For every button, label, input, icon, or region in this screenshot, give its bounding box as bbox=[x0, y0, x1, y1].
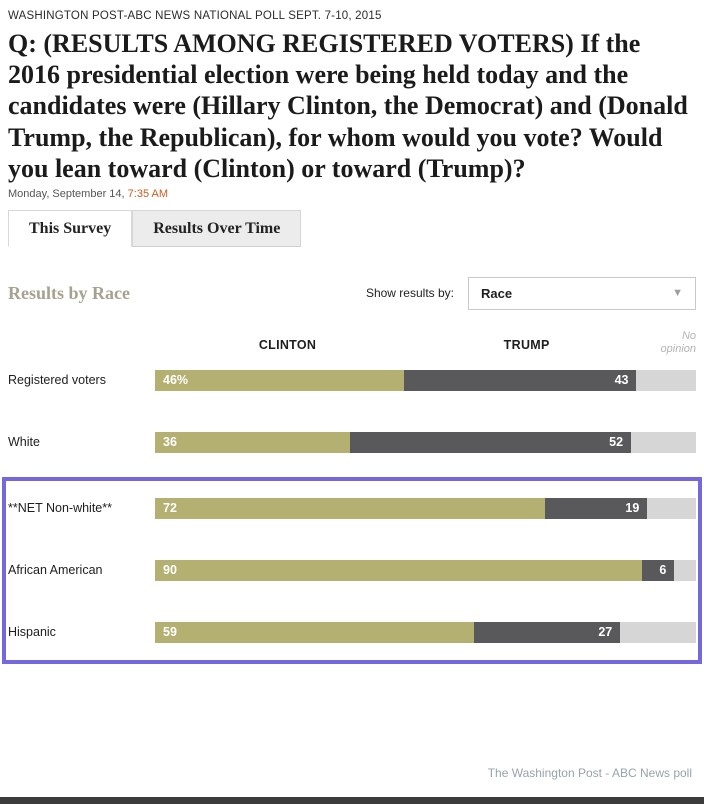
rows-normal: Registered voters 46% 43 White 36 52 bbox=[0, 369, 704, 453]
clinton-bar: 36 bbox=[155, 431, 350, 453]
controls-row: Results by Race Show results by: Race ▼ bbox=[8, 276, 696, 310]
clinton-column-header: CLINTON bbox=[258, 337, 317, 352]
poll-chart: CLINTON TRUMP No opinion Registered vote… bbox=[0, 328, 704, 664]
dropdown-selected-value: Race bbox=[481, 285, 513, 301]
trump-bar: 19 bbox=[544, 497, 648, 519]
bar-track: 90 6 bbox=[155, 559, 696, 581]
clinton-value-label: 36 bbox=[163, 435, 177, 450]
time-text: 7:35 AM bbox=[127, 187, 169, 200]
no-opinion-bar bbox=[647, 497, 696, 519]
section-title: Results by Race bbox=[8, 282, 130, 303]
no-opinion-bar bbox=[631, 431, 696, 453]
chart-row: **NET Non-white** 72 19 bbox=[8, 497, 696, 519]
no-opinion-bar bbox=[674, 559, 696, 581]
tab-this-survey[interactable]: This Survey bbox=[8, 209, 133, 247]
chart-row: White 36 52 bbox=[8, 431, 696, 453]
chart-row: African American 90 6 bbox=[8, 559, 696, 581]
clinton-value-label: 90 bbox=[163, 563, 177, 578]
trump-bar: 43 bbox=[403, 369, 637, 391]
column-headers: CLINTON TRUMP No opinion bbox=[155, 328, 696, 360]
date-text: Monday, September 14, bbox=[8, 187, 128, 200]
trump-bar: 6 bbox=[641, 559, 675, 581]
bar-track: 46% 43 bbox=[155, 369, 696, 391]
row-label: White bbox=[8, 435, 40, 450]
poll-kicker: WASHINGTON POST-ABC NEWS NATIONAL POLL S… bbox=[8, 10, 382, 22]
tab-results-over-time[interactable]: Results Over Time bbox=[132, 209, 302, 246]
no-opinion-column-header: No opinion bbox=[660, 329, 696, 355]
chart-header: CLINTON TRUMP No opinion bbox=[8, 328, 696, 360]
clinton-bar: 90 bbox=[155, 559, 642, 581]
chevron-down-icon: ▼ bbox=[672, 287, 683, 300]
clinton-value-label: 59 bbox=[163, 625, 177, 640]
bar-track: 59 27 bbox=[155, 621, 696, 643]
clinton-value-label: 72 bbox=[163, 501, 177, 516]
trump-value-label: 19 bbox=[625, 501, 640, 516]
tab-bar: This Survey Results Over Time bbox=[8, 209, 302, 247]
show-results-dropdown[interactable]: Race ▼ bbox=[468, 276, 696, 310]
rows-highlighted: **NET Non-white** 72 19 African American 90 6… bbox=[2, 476, 702, 664]
no-opinion-bar bbox=[620, 621, 696, 643]
trump-value-label: 52 bbox=[609, 435, 624, 450]
chart-row: Hispanic 59 27 bbox=[8, 621, 696, 643]
row-label: Hispanic bbox=[8, 625, 56, 640]
trump-bar: 27 bbox=[474, 621, 621, 643]
row-label: Registered voters bbox=[8, 373, 106, 388]
trump-value-label: 6 bbox=[659, 563, 667, 578]
bar-track: 36 52 bbox=[155, 431, 696, 453]
poll-question: Q: (RESULTS AMONG REGISTERED VOTERS) If … bbox=[8, 29, 688, 183]
clinton-bar: 59 bbox=[155, 621, 475, 643]
trump-bar: 52 bbox=[349, 431, 632, 453]
trump-value-label: 27 bbox=[598, 625, 613, 640]
dateline: Monday, September 14, 7:35 AM bbox=[8, 188, 696, 200]
clinton-bar: 72 bbox=[155, 497, 545, 519]
show-results-label: Show results by: bbox=[365, 286, 454, 301]
row-label: African American bbox=[8, 563, 103, 578]
bar-track: 72 19 bbox=[155, 497, 696, 519]
chart-row: Registered voters 46% 43 bbox=[8, 369, 696, 391]
trump-column-header: TRUMP bbox=[503, 337, 550, 352]
label-spacer bbox=[8, 328, 155, 360]
source-credit: The Washington Post - ABC News poll bbox=[487, 766, 692, 780]
clinton-value-label: 46% bbox=[163, 373, 189, 388]
row-label: **NET Non-white** bbox=[8, 501, 112, 516]
no-opinion-bar bbox=[636, 369, 696, 391]
bottom-bar bbox=[0, 797, 704, 804]
clinton-bar: 46% bbox=[155, 369, 404, 391]
trump-value-label: 43 bbox=[614, 373, 629, 388]
